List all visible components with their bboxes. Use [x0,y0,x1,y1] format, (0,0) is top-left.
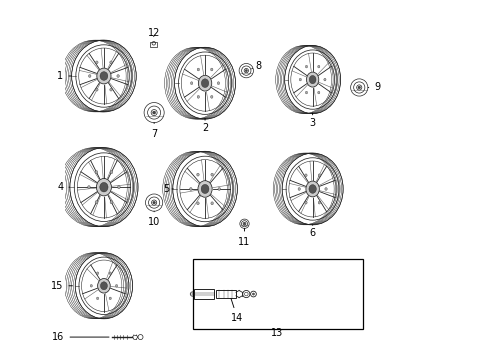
Ellipse shape [100,183,108,192]
Ellipse shape [308,76,315,84]
Ellipse shape [100,72,108,80]
Ellipse shape [318,201,320,204]
Ellipse shape [96,179,111,196]
Ellipse shape [87,186,90,189]
Ellipse shape [96,272,99,275]
Ellipse shape [117,186,120,189]
Ellipse shape [218,188,220,190]
Ellipse shape [305,91,307,94]
Circle shape [357,86,360,89]
Ellipse shape [189,188,192,190]
Ellipse shape [210,68,213,71]
Ellipse shape [324,188,326,190]
Ellipse shape [201,79,208,87]
Ellipse shape [217,82,219,85]
Ellipse shape [109,297,111,300]
Text: 10: 10 [148,211,160,227]
Ellipse shape [190,82,192,85]
Ellipse shape [109,88,112,91]
Text: 9: 9 [367,82,380,93]
Ellipse shape [198,75,211,91]
Circle shape [252,293,254,295]
Ellipse shape [198,181,212,197]
Ellipse shape [210,173,213,176]
Text: 5: 5 [163,184,173,194]
Ellipse shape [88,75,91,77]
Ellipse shape [100,282,107,290]
Text: 2: 2 [202,118,208,133]
Ellipse shape [305,65,307,68]
Ellipse shape [306,72,318,87]
Bar [150,42,157,47]
Ellipse shape [317,91,319,94]
Text: 4: 4 [57,182,70,192]
Ellipse shape [308,185,316,193]
Ellipse shape [317,65,319,68]
Bar [215,291,235,298]
Ellipse shape [197,95,199,98]
Bar [192,259,362,329]
Ellipse shape [109,272,111,275]
Ellipse shape [117,75,119,77]
Ellipse shape [110,171,113,174]
Ellipse shape [90,284,92,287]
Bar [194,289,214,300]
Ellipse shape [196,202,199,205]
Ellipse shape [196,173,199,176]
Circle shape [152,111,155,114]
Ellipse shape [304,174,306,177]
Ellipse shape [95,61,98,64]
Ellipse shape [115,284,118,287]
Ellipse shape [201,184,208,194]
Ellipse shape [297,188,300,190]
Ellipse shape [110,201,113,204]
Ellipse shape [98,279,110,293]
Text: 7: 7 [151,123,157,139]
Ellipse shape [109,61,112,64]
Ellipse shape [299,78,301,81]
Text: 8: 8 [251,61,261,71]
Text: 3: 3 [309,113,315,128]
Ellipse shape [318,174,320,177]
Ellipse shape [97,68,111,84]
Text: 15: 15 [51,281,72,291]
Ellipse shape [96,297,99,300]
Text: 16: 16 [52,332,109,342]
Ellipse shape [305,181,319,197]
Text: 13: 13 [270,328,283,338]
Ellipse shape [210,202,213,205]
Ellipse shape [95,201,98,204]
Text: 6: 6 [309,225,315,238]
Ellipse shape [304,201,306,204]
Ellipse shape [197,68,199,71]
Text: 14: 14 [230,298,243,323]
Ellipse shape [323,78,325,81]
Text: 1: 1 [57,71,72,81]
Text: 11: 11 [238,228,250,247]
Circle shape [244,69,247,72]
Ellipse shape [95,171,98,174]
Ellipse shape [95,88,98,91]
Circle shape [153,201,155,204]
Ellipse shape [210,95,213,98]
Text: 12: 12 [147,28,160,38]
